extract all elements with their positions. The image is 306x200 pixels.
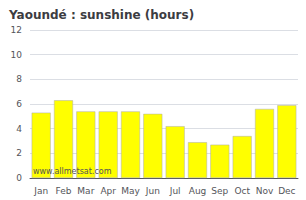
- svg-text:Mar: Mar: [77, 186, 94, 196]
- svg-text:8: 8: [16, 74, 22, 84]
- svg-text:Feb: Feb: [56, 186, 72, 196]
- svg-text:www.allmetsat.com: www.allmetsat.com: [33, 167, 112, 176]
- svg-text:Jan: Jan: [33, 186, 48, 196]
- svg-text:Yaoundé : sunshine (hours): Yaoundé : sunshine (hours): [8, 8, 194, 22]
- svg-text:Aug: Aug: [189, 186, 207, 196]
- svg-text:2: 2: [16, 148, 22, 158]
- svg-text:Apr: Apr: [100, 186, 116, 196]
- svg-text:Oct: Oct: [234, 186, 250, 196]
- svg-text:May: May: [121, 186, 140, 196]
- svg-text:10: 10: [11, 50, 23, 60]
- svg-text:Jun: Jun: [145, 186, 160, 196]
- svg-text:Sep: Sep: [211, 186, 228, 196]
- svg-text:6: 6: [16, 99, 22, 109]
- svg-text:12: 12: [11, 25, 22, 35]
- svg-text:Jul: Jul: [169, 186, 181, 196]
- svg-text:Dec: Dec: [278, 186, 295, 196]
- svg-text:0: 0: [16, 173, 22, 183]
- svg-text:Nov: Nov: [256, 186, 274, 196]
- svg-text:4: 4: [16, 124, 22, 134]
